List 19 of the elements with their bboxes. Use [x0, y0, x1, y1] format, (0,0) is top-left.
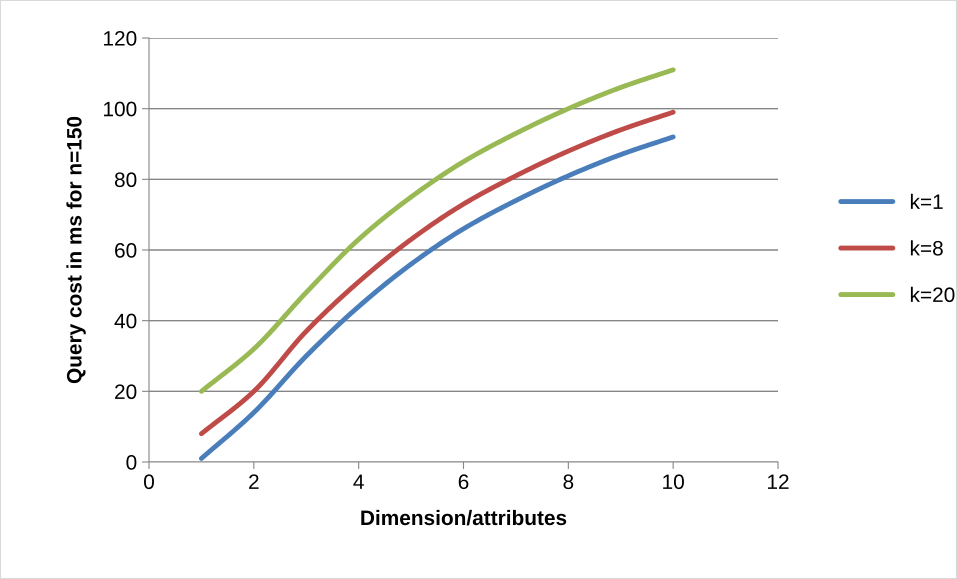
legend-label: k=20 [910, 286, 954, 302]
x-tick-label: 4 [353, 474, 364, 489]
y-tick-label: 80 [114, 172, 136, 188]
y-tick-label: 40 [114, 314, 136, 328]
x-tick-label: 0 [144, 474, 154, 490]
y-tick-label: 20 [115, 384, 136, 400]
x-tick-label: 2 [249, 474, 259, 489]
legend-label: k=8 [910, 240, 943, 256]
x-axis-title: Dimension/attributes [361, 510, 566, 526]
y-axis-title: Query cost in ms for n=150 [66, 116, 86, 384]
x-tick-label: 6 [458, 474, 468, 490]
y-tick-label: 0 [126, 455, 136, 470]
x-tick-label: 12 [768, 474, 789, 489]
x-tick-label: 10 [663, 474, 684, 490]
x-tick-label: 8 [563, 474, 574, 490]
legend-label: k=1 [910, 194, 943, 209]
y-tick-label: 60 [115, 243, 136, 258]
y-tick-label: 100 [104, 102, 136, 116]
y-tick-label: 120 [104, 31, 136, 46]
